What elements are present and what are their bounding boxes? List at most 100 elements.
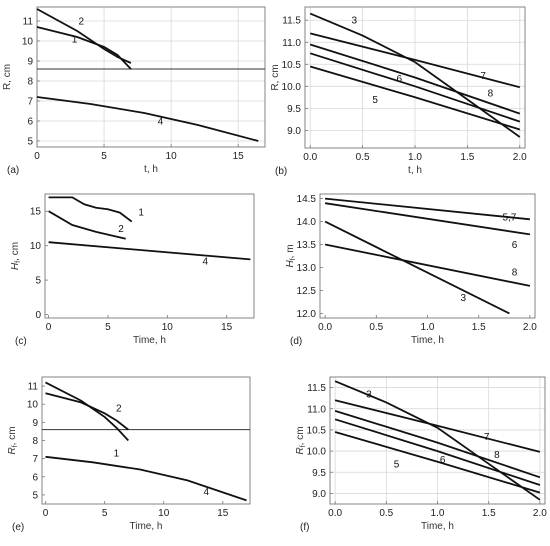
series-label-3: 3: [366, 389, 372, 400]
x-tick-label: 0.5: [379, 508, 393, 519]
panel-label: (e): [12, 522, 24, 533]
y-tick-label: 7: [27, 97, 33, 108]
y-tick-label: 11: [23, 17, 34, 28]
x-tick-label: 1.0: [408, 152, 422, 163]
x-tick-label: 2.0: [523, 322, 537, 333]
series-label-3: 3: [461, 293, 467, 304]
series-label-2: 2: [118, 224, 124, 235]
x-axis-label: t, h: [144, 164, 158, 175]
x-tick-label: 0.0: [318, 322, 332, 333]
x-axis-label: t, h: [408, 165, 422, 176]
x-tick-label: 1.5: [472, 322, 486, 333]
chart-panel-3: 0 5 10 15 0 5 10 15 Time, h Hf, cm (c) 1 2 4: [10, 193, 255, 347]
panel-label: (d): [290, 336, 302, 347]
y-tick-label: 13.5: [297, 240, 317, 251]
series-label-8: 8: [494, 450, 500, 461]
series-label-1: 1: [72, 35, 78, 46]
y-tick-label: 11.0: [307, 404, 326, 415]
series-line-3: [324, 220, 510, 315]
series-line-7: [309, 32, 521, 89]
y-tick-label: 5: [35, 276, 41, 287]
y-tick-label: 11.5: [307, 383, 326, 394]
x-tick-label: 1.5: [460, 152, 474, 163]
series-label-7: 7: [484, 432, 490, 443]
y-tick-label: 5: [32, 490, 38, 501]
y-tick-label: 9.0: [312, 489, 326, 500]
chart-panel-4: 0.0 0.5 1.0 1.5 2.0 12.0 12.5 13.0 13.5 14.0 14.5 T…: [285, 193, 537, 347]
series-line-1: [48, 196, 133, 223]
y-tick-label: 11.5: [282, 16, 301, 27]
series-line-4: [48, 241, 251, 261]
x-tick-label: 10: [158, 508, 170, 519]
y-axis-label: Hf, cm: [10, 242, 22, 270]
series-line-2: [45, 392, 129, 431]
series-line-2: [36, 8, 132, 64]
series-line-3: [309, 12, 521, 138]
series-label-4: 4: [203, 487, 209, 498]
y-tick-label: 6: [32, 472, 38, 483]
x-tick-label: 15: [221, 322, 233, 333]
y-tick-label: 9.5: [287, 104, 301, 115]
y-tick-label: 11.0: [282, 38, 301, 49]
series-line-5: [309, 65, 521, 131]
series-line-4: [36, 96, 259, 142]
y-axis-label: Hf, m: [285, 244, 297, 267]
series-line-8: [334, 418, 541, 486]
y-tick-label: 0: [35, 310, 41, 321]
x-tick-label: 0.0: [328, 508, 342, 519]
y-tick-label: 9.5: [312, 468, 326, 479]
y-tick-label: 14.5: [297, 194, 317, 205]
chart-panel-6: 0.0 0.5 1.0 1.5 2.0 9.0 9.5 10.0 10.5 11.0 11.5 Tim…: [295, 376, 547, 533]
x-tick-label: 5: [101, 151, 107, 162]
y-tick-label: 10.0: [307, 447, 327, 458]
series-line-3: [334, 380, 541, 501]
x-axis-label: Time, h: [133, 335, 166, 346]
y-tick-label: 10: [27, 400, 39, 411]
x-tick-label: 2.0: [513, 152, 527, 163]
x-tick-label: 1.0: [421, 322, 435, 333]
plot-frame: [36, 6, 266, 148]
y-tick-label: 9: [32, 418, 38, 429]
y-axis-label: Rf, cm: [7, 426, 19, 454]
x-tick-label: 2.0: [533, 508, 547, 519]
x-tick-label: 0.5: [356, 152, 370, 163]
x-tick-label: 10: [166, 151, 178, 162]
series-line-1: [36, 26, 132, 70]
y-tick-label: 9: [27, 57, 33, 68]
series-label-4: 4: [203, 256, 209, 267]
x-tick-label: 0: [46, 322, 52, 333]
y-tick-label: 8: [27, 77, 33, 88]
series-label-5-7: 5,7: [502, 212, 516, 223]
y-tick-label: 13.0: [297, 263, 317, 274]
chart-panel-2: 0.0 0.5 1.0 1.5 2.0 9.0 9.5 10.0 10.5 11.0 11.5 t, …: [270, 6, 527, 177]
panel-label: (a): [7, 165, 19, 176]
x-axis-label: Time, h: [421, 521, 454, 532]
series-line-7: [334, 399, 541, 453]
x-axis-label: Time, h: [130, 521, 163, 532]
series-line-5: [334, 431, 541, 494]
x-tick-label: 10: [162, 322, 174, 333]
series-label-5: 5: [394, 459, 400, 470]
x-tick-label: 5: [105, 322, 111, 333]
y-tick-label: 12.0: [297, 309, 317, 320]
y-tick-label: 10: [30, 241, 42, 252]
panel-label: (c): [15, 336, 27, 347]
x-tick-label: 15: [217, 508, 229, 519]
y-tick-label: 10: [22, 37, 34, 48]
series-line-8: [324, 243, 531, 287]
y-tick-label: 15: [30, 207, 42, 218]
series-label-4: 4: [158, 117, 164, 128]
panel-label: (f): [300, 522, 309, 533]
x-tick-label: 0: [43, 508, 49, 519]
series-line-6: [324, 202, 531, 236]
series-line-1: [45, 381, 129, 442]
x-axis-label: Time, h: [411, 335, 444, 346]
y-tick-label: 8: [32, 436, 38, 447]
series-line-6: [309, 43, 521, 115]
series-label-1: 1: [138, 207, 144, 218]
y-tick-label: 10.5: [307, 425, 327, 436]
series-label-2: 2: [78, 17, 84, 28]
x-tick-label: 1.5: [482, 508, 496, 519]
